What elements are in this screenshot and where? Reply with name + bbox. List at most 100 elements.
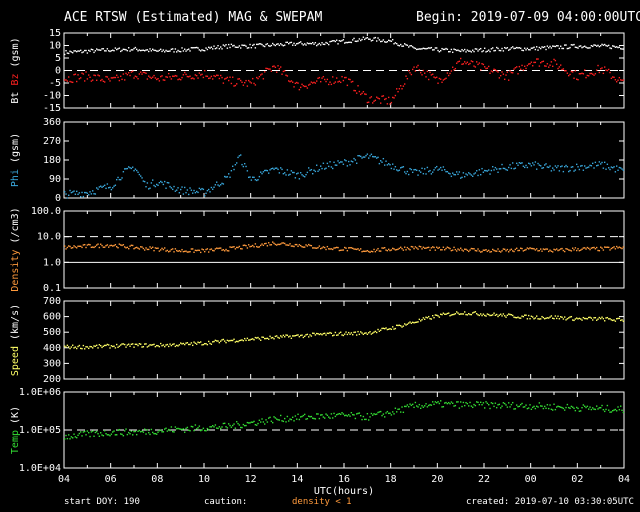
- data-point-temp-141: [252, 421, 254, 423]
- data-point-temp-320: [490, 402, 493, 404]
- data-point-temp-214: [349, 415, 351, 417]
- data-point-density-190: [317, 246, 319, 249]
- y-tick-label-1-4: 0: [55, 193, 61, 204]
- data-point-bt-267: [420, 48, 422, 50]
- data-point-density-352: [533, 248, 535, 250]
- data-point-temp-371: [558, 406, 561, 408]
- data-point-bt-15: [84, 49, 86, 52]
- data-point-speed-301: [465, 313, 467, 316]
- data-point-density-418: [621, 247, 623, 250]
- y-tick-label-2-3: 0.1: [43, 283, 61, 294]
- data-point-bt-333: [508, 49, 510, 51]
- data-point-bz-56: [138, 73, 141, 75]
- data-point-density-130: [237, 246, 239, 249]
- data-point-temp-291: [452, 402, 454, 405]
- data-point-bz-374: [562, 68, 565, 70]
- data-point-bz-309: [476, 61, 478, 63]
- data-point-bz-11: [78, 78, 81, 80]
- data-point-temp-5: [70, 436, 73, 438]
- data-point-bz-303: [468, 63, 470, 66]
- data-point-phi-57: [140, 175, 142, 177]
- data-point-bt-326: [498, 49, 501, 52]
- data-point-speed-170: [290, 337, 293, 339]
- data-point-temp-285: [444, 402, 446, 404]
- data-point-phi-94: [189, 187, 191, 189]
- data-point-speed-30: [104, 344, 106, 347]
- data-point-density-98: [194, 249, 197, 252]
- data-point-bz-30: [104, 81, 106, 83]
- data-point-density-247: [393, 248, 395, 250]
- data-point-bt-365: [550, 47, 553, 49]
- data-point-phi-368: [554, 165, 557, 167]
- data-point-phi-321: [492, 165, 494, 168]
- data-point-bz-278: [434, 77, 437, 79]
- data-point-bt-374: [562, 47, 565, 50]
- data-point-temp-385: [577, 407, 579, 410]
- data-point-bz-228: [368, 101, 370, 103]
- data-point-bt-348: [528, 48, 530, 51]
- data-point-bt-14: [82, 51, 85, 53]
- data-point-bt-98: [194, 46, 197, 49]
- data-point-speed-267: [420, 320, 422, 322]
- data-point-temp-98: [194, 424, 197, 426]
- data-point-density-217: [353, 248, 355, 250]
- data-point-speed-31: [105, 344, 107, 347]
- data-point-speed-394: [589, 316, 591, 319]
- data-point-temp-100: [197, 427, 199, 429]
- data-point-bz-88: [181, 76, 183, 79]
- data-point-bt-296: [458, 50, 461, 52]
- data-point-bz-256: [405, 75, 407, 77]
- data-point-phi-243: [388, 163, 390, 165]
- data-point-bt-375: [564, 44, 566, 46]
- data-point-temp-362: [546, 404, 549, 406]
- data-point-temp-153: [268, 417, 270, 419]
- data-point-phi-201: [332, 167, 334, 170]
- data-point-bz-3: [68, 76, 70, 78]
- y-axis-label-4: Temp (K): [10, 406, 21, 454]
- data-point-speed-331: [505, 316, 507, 318]
- y-tick-label-0-4: -5: [49, 78, 61, 89]
- data-point-phi-352: [533, 164, 535, 166]
- data-point-bt-82: [173, 51, 175, 53]
- data-point-phi-124: [229, 176, 231, 178]
- data-point-bz-147: [260, 74, 262, 76]
- data-point-bt-142: [253, 43, 255, 46]
- data-point-density-145: [257, 246, 259, 248]
- data-point-density-287: [446, 246, 449, 248]
- data-point-bz-222: [360, 93, 362, 96]
- data-point-phi-63: [148, 188, 150, 190]
- data-point-bt-32: [106, 48, 109, 50]
- data-point-density-294: [456, 250, 458, 252]
- data-point-bt-36: [112, 49, 114, 51]
- data-point-phi-140: [250, 179, 253, 181]
- data-point-bt-372: [560, 45, 562, 47]
- data-point-density-151: [265, 242, 267, 245]
- data-point-bt-272: [426, 47, 429, 50]
- data-point-speed-147: [260, 339, 262, 341]
- data-point-temp-51: [132, 434, 134, 436]
- data-point-bz-204: [336, 77, 338, 79]
- x-tick-label-8: 20: [431, 474, 443, 485]
- data-point-temp-417: [620, 405, 622, 407]
- y-tick-label-1-2: 180: [43, 155, 61, 166]
- data-point-temp-142: [253, 420, 255, 423]
- data-point-phi-119: [222, 183, 225, 185]
- data-point-bz-280: [437, 82, 439, 84]
- data-point-phi-65: [150, 182, 153, 184]
- data-point-speed-215: [350, 332, 353, 334]
- data-point-bt-91: [185, 50, 187, 52]
- start-doy: start DOY: 190: [64, 497, 140, 507]
- data-point-speed-21: [92, 347, 94, 349]
- data-point-phi-320: [490, 169, 493, 172]
- data-point-density-56: [138, 248, 141, 250]
- data-point-temp-346: [525, 404, 527, 406]
- data-point-speed-2: [66, 344, 69, 347]
- data-point-bt-137: [246, 47, 249, 49]
- data-point-speed-319: [489, 314, 491, 317]
- data-point-temp-279: [436, 402, 438, 404]
- data-point-temp-261: [412, 403, 414, 406]
- data-point-temp-361: [545, 407, 547, 409]
- data-point-phi-315: [484, 169, 486, 172]
- data-point-temp-317: [486, 402, 489, 405]
- data-point-density-237: [380, 250, 382, 252]
